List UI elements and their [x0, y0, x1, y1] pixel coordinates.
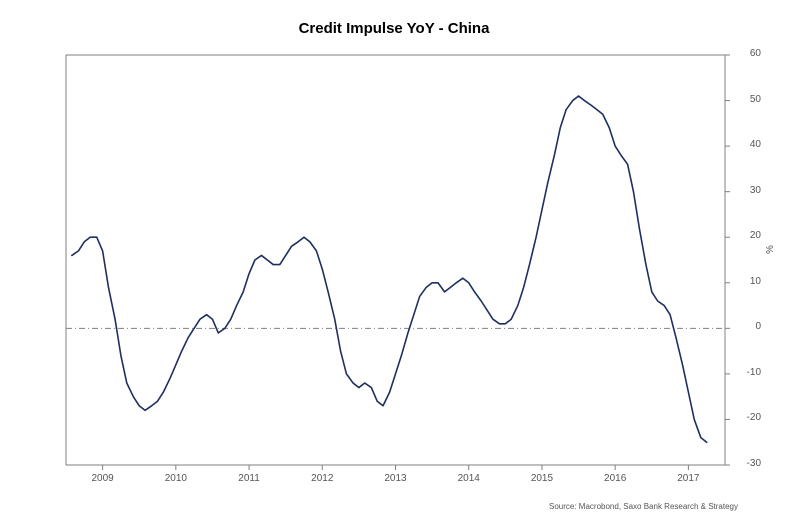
xtick-label: 2009: [83, 473, 123, 484]
ytick-label: 50: [733, 94, 761, 105]
ytick-label: 20: [733, 230, 761, 241]
ytick-label: 10: [733, 276, 761, 287]
y-axis-label: %: [765, 245, 776, 254]
xtick-label: 2010: [156, 473, 196, 484]
xtick-label: 2012: [302, 473, 342, 484]
ytick-label: 40: [733, 139, 761, 150]
ytick-label: -10: [733, 367, 761, 378]
ytick-label: -20: [733, 412, 761, 423]
chart-plot-svg: [0, 0, 788, 529]
ytick-label: 0: [733, 321, 761, 332]
ytick-label: -30: [733, 458, 761, 469]
xtick-label: 2011: [229, 473, 269, 484]
xtick-label: 2016: [595, 473, 635, 484]
ytick-label: 30: [733, 185, 761, 196]
chart-source: Source: Macrobond, Saxo Bank Research & …: [549, 502, 738, 511]
chart-container: Credit Impulse YoY - China -30-20-100102…: [0, 0, 788, 529]
xtick-label: 2014: [449, 473, 489, 484]
ytick-label: 60: [733, 48, 761, 59]
xtick-label: 2017: [668, 473, 708, 484]
xtick-label: 2013: [376, 473, 416, 484]
xtick-label: 2015: [522, 473, 562, 484]
